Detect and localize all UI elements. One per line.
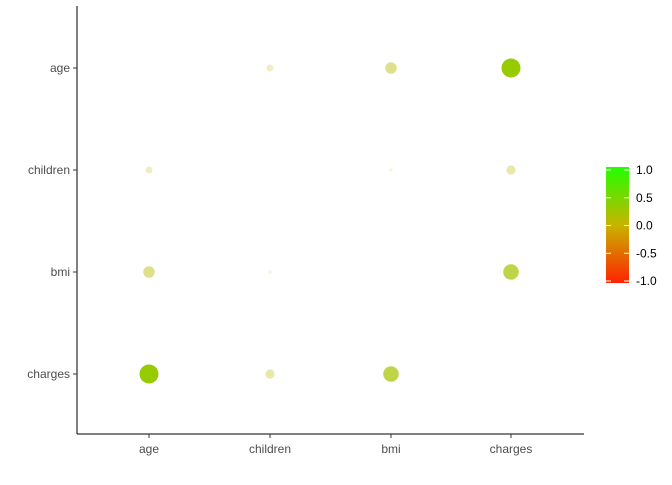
x-tick-label-charges: charges xyxy=(490,442,533,456)
point-age-charges xyxy=(139,364,159,384)
x-tick-label-children: children xyxy=(249,442,291,456)
colorbar-tick-label: 0.0 xyxy=(636,219,653,233)
point-children-bmi xyxy=(268,270,272,274)
point-charges-bmi xyxy=(503,264,519,280)
y-axis-ticks: age children bmi charges xyxy=(27,61,77,381)
point-charges-age xyxy=(501,58,521,78)
plot-panel: age children bmi charges age children bmi char… xyxy=(27,6,584,456)
colorbar-tick-label: 0.5 xyxy=(636,191,653,205)
y-tick-label-bmi: bmi xyxy=(51,265,70,279)
point-bmi-children xyxy=(389,168,393,172)
point-age-children xyxy=(145,166,153,174)
colorbar-ticks: 1.0 0.5 0.0 -0.5 -1.0 xyxy=(606,163,657,288)
x-tick-label-bmi: bmi xyxy=(381,442,400,456)
colorbar-tick-label: 1.0 xyxy=(636,163,653,177)
point-bmi-charges xyxy=(383,366,399,382)
point-age-bmi xyxy=(143,266,155,278)
color-legend: 1.0 0.5 0.0 -0.5 -1.0 xyxy=(606,163,657,288)
colorbar xyxy=(606,167,629,283)
point-children-age xyxy=(266,64,274,72)
x-tick-label-age: age xyxy=(139,442,159,456)
colorbar-tick-label: -0.5 xyxy=(636,246,657,260)
points-layer xyxy=(139,58,521,384)
y-tick-label-charges: charges xyxy=(27,367,70,381)
colorbar-tick-label: -1.0 xyxy=(636,274,657,288)
y-tick-label-children: children xyxy=(28,163,70,177)
x-axis-ticks: age children bmi charges xyxy=(139,434,532,456)
point-children-charges xyxy=(265,369,275,379)
point-charges-children xyxy=(506,165,516,175)
point-bmi-age xyxy=(385,62,397,74)
y-tick-label-age: age xyxy=(50,61,70,75)
